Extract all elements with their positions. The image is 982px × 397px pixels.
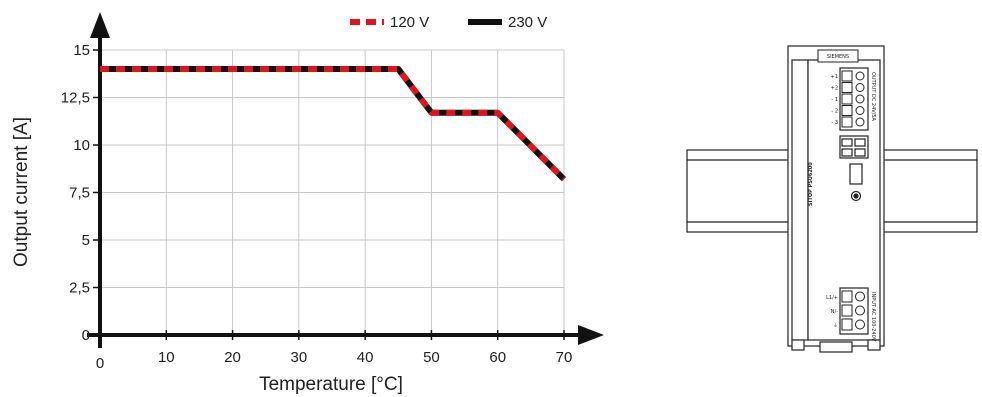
legend-label: 120 V (390, 14, 429, 31)
chart-grid (100, 49, 565, 335)
output-terminal-label: +2 (831, 86, 838, 92)
y-tick-label: 10 (73, 137, 90, 154)
tick-labels: 0 10 20 30 40 50 60 70 0 2,5 5 7,5 10 12,5 15 (61, 42, 573, 372)
input-terminal-screw (841, 290, 853, 303)
output-terminal-opening (855, 117, 865, 127)
output-terminal-opening (855, 106, 865, 115)
output-terminal-screw (841, 105, 853, 116)
legend-label: 230 V (508, 14, 547, 31)
output-terminal-screw (841, 116, 853, 128)
output-terminal-label: - 1 (831, 97, 838, 103)
output-terminal-screw (841, 93, 853, 105)
signal-contact-block (839, 135, 869, 202)
output-terminal-label: +1 (831, 74, 838, 80)
x-tick-label: 60 (489, 349, 506, 366)
x-axis-title: Temperature [°C] (259, 374, 403, 395)
y-tick-label: 12,5 (61, 90, 90, 107)
x-tick-label: 0 (96, 355, 104, 372)
input-terminal-label: ⏚ (833, 322, 838, 329)
input-terminal-label: L1/+ (826, 295, 838, 301)
brand-label: SIEMENS (827, 54, 849, 60)
input-label: INPUT AC 100-240V (870, 292, 876, 342)
input-terminal-label: N/- (831, 309, 838, 315)
input-terminal-screw (841, 318, 853, 331)
x-tick-label: 20 (224, 349, 241, 366)
y-tick-label: 7,5 (69, 185, 90, 202)
output-terminal-block: +1 +2 - 1 - 2 - 3 (831, 67, 869, 131)
output-terminal-opening (855, 83, 865, 92)
output-terminal-screw (841, 82, 853, 93)
x-tick-label: 30 (291, 349, 308, 366)
x-tick-label: 40 (357, 349, 374, 366)
brand-plate (817, 49, 859, 63)
power-supply-unit (787, 45, 885, 353)
legend: 120 V 230 V (350, 14, 547, 31)
model-label: SITOP PSU6200 (808, 162, 814, 206)
y-tick-label: 15 (73, 42, 90, 59)
x-tick-label: 10 (158, 349, 175, 366)
output-terminal-opening (855, 94, 865, 104)
input-terminal-opening (855, 291, 865, 302)
device-illustration: SIEMENS +1 +2 - 1 - 2 - 3 OUTPUT DC 24V/5A S… (686, 45, 978, 353)
input-terminal-screw (841, 304, 853, 317)
x-tick-label: 50 (423, 349, 440, 366)
output-terminal-opening (855, 71, 865, 81)
output-terminal-label: - 2 (831, 109, 838, 115)
x-tick-label: 70 (556, 349, 573, 366)
output-terminal-screw (841, 70, 853, 82)
output-terminal-label: - 3 (831, 120, 838, 126)
y-tick-label: 5 (82, 232, 90, 249)
x-axis-arrow (578, 325, 604, 345)
y-tick-label: 0 (82, 327, 90, 344)
output-label: OUTPUT DC 24V/5A (870, 72, 876, 122)
input-terminal-opening (855, 305, 865, 316)
y-tick-label: 2,5 (69, 280, 90, 297)
y-axis-arrow (90, 12, 110, 38)
y-axis-title: Output current [A] (11, 117, 32, 267)
series-line-120v (100, 66, 567, 182)
input-terminal-block: L1/+ N/- ⏚ (826, 287, 869, 335)
derating-chart: 0 10 20 30 40 50 60 70 0 2,5 5 7,5 10 12,5 15 Temperat… (11, 12, 604, 395)
chart-axes (87, 12, 604, 348)
data-lines (100, 66, 567, 182)
series-line-230v (100, 66, 567, 182)
input-terminal-opening (855, 319, 865, 330)
